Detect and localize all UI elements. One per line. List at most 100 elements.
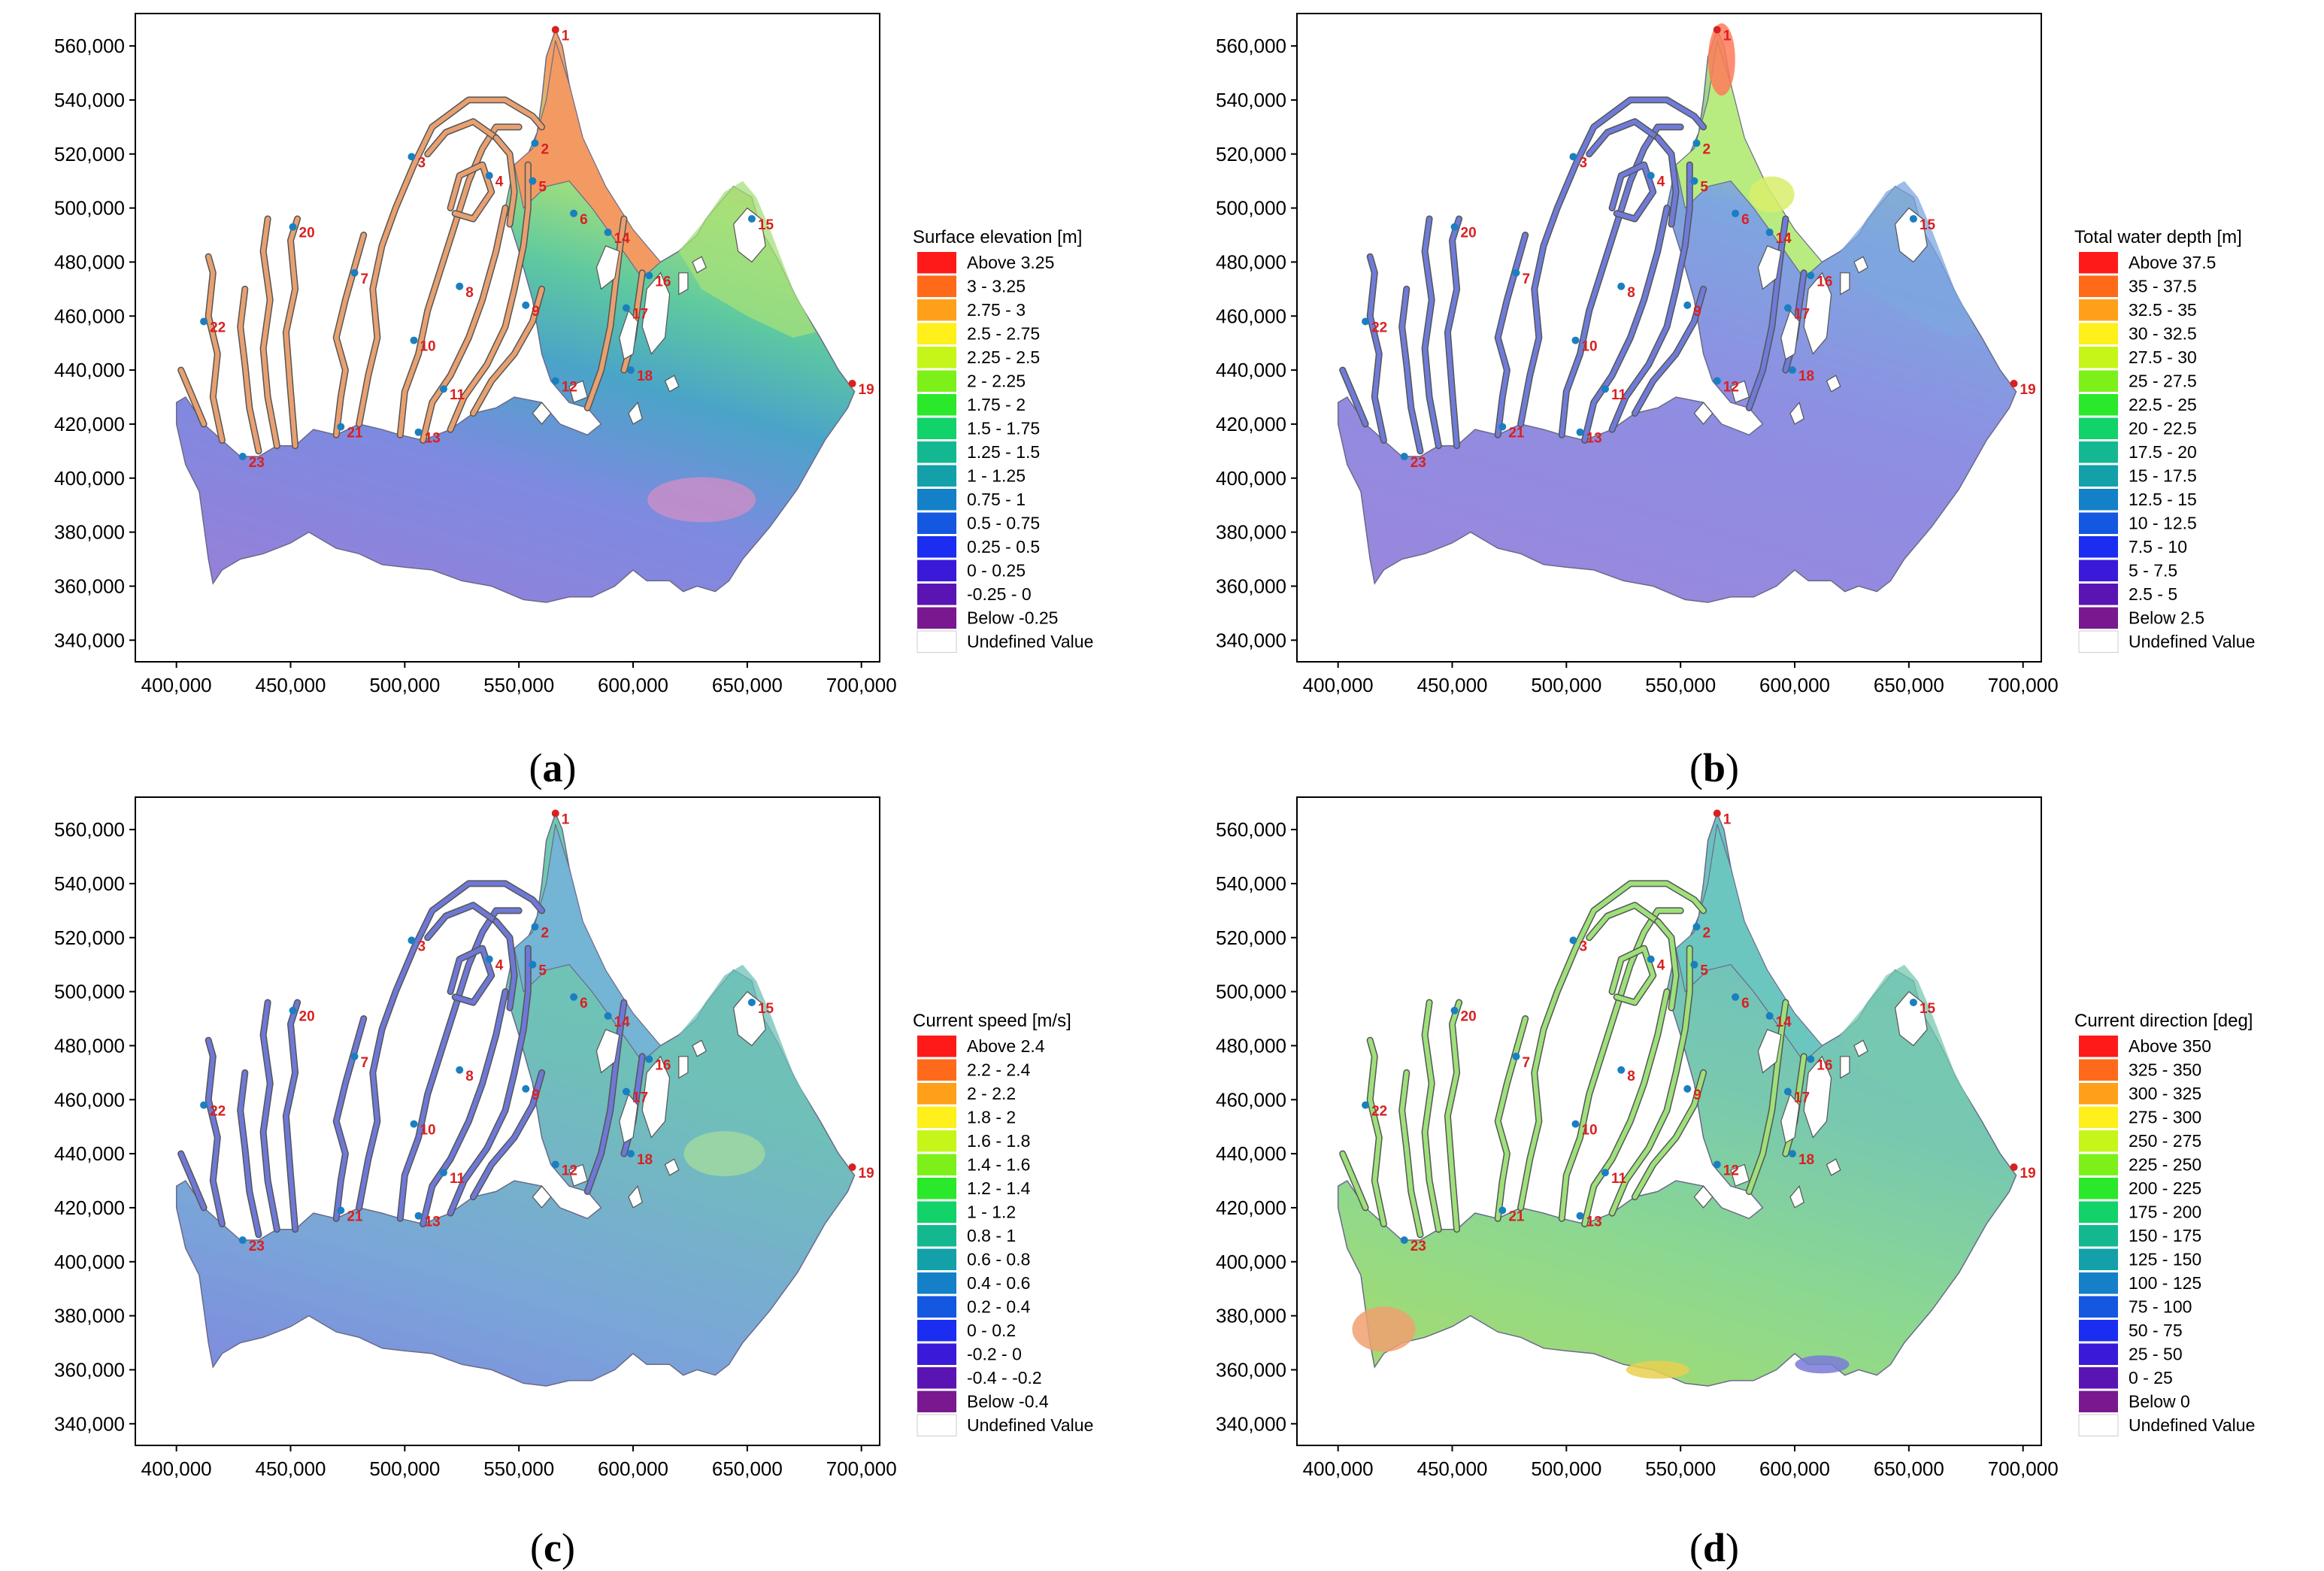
legend-label: 325 - 350	[2129, 1060, 2201, 1080]
y-tick-label: 480,000	[1216, 250, 1286, 273]
legend-label: 0.8 - 1	[967, 1226, 1016, 1245]
x-tick-label: 500,000	[1531, 674, 1601, 696]
legend-label: 2 - 2.25	[967, 372, 1026, 391]
station-23: 23	[238, 453, 265, 471]
island	[1853, 1039, 1868, 1057]
station-label: 12	[562, 1163, 577, 1178]
legend-title: Current speed [m/s]	[913, 1011, 1071, 1031]
station-label: 9	[532, 304, 540, 320]
field-patch	[1626, 1360, 1689, 1379]
y-tick-label: 340,000	[54, 629, 125, 651]
y-tick-label: 540,000	[54, 872, 125, 895]
station-22: 22	[200, 317, 226, 335]
station-marker	[522, 301, 530, 309]
y-tick-label: 440,000	[54, 1142, 125, 1165]
river-channel	[1747, 217, 1788, 411]
station-label: 13	[425, 431, 441, 447]
station-18: 18	[626, 366, 653, 384]
station-label: 14	[614, 1014, 631, 1030]
legend-label: Below 0	[2129, 1392, 2190, 1412]
station-label: 7	[1523, 271, 1531, 287]
panel-c: 400,000 450,000 500,000 550,000 600,000 650,0…	[0, 784, 1162, 1570]
station-marker	[410, 1120, 418, 1128]
station-label: 15	[758, 217, 774, 233]
station-marker	[238, 453, 247, 461]
station-marker	[551, 26, 559, 34]
station-4: 4	[1647, 955, 1665, 974]
river-channel	[334, 232, 366, 438]
station-label: 8	[1627, 1069, 1635, 1084]
station-label: 3	[417, 939, 426, 954]
legend-label: 1.25 - 1.5	[967, 442, 1040, 462]
legend-swatch	[917, 1296, 956, 1318]
station-label: 1	[1723, 812, 1732, 828]
station-21: 21	[337, 1206, 363, 1225]
x-tick-label: 550,000	[1645, 674, 1716, 696]
river-channel	[1655, 919, 1679, 1011]
legend: Surface elevation [m] Above 3.25 3 - 3.25 2…	[913, 227, 1093, 653]
station-6: 6	[1732, 209, 1750, 228]
y-tick-label: 520,000	[54, 143, 125, 165]
legend-label: 1.5 - 1.75	[967, 419, 1040, 438]
legend-label: 100 - 125	[2129, 1273, 2201, 1293]
east-lobe	[1840, 964, 1977, 1121]
legend-swatch	[917, 584, 956, 605]
y-tick-label: 480,000	[1216, 1034, 1286, 1057]
island	[1757, 1029, 1782, 1074]
station-label: 6	[580, 212, 588, 228]
y-tick-label: 480,000	[54, 250, 125, 273]
legend-label: 2.5 - 2.75	[967, 324, 1040, 344]
station-marker	[1601, 1169, 1609, 1177]
legend-swatch	[917, 441, 956, 463]
x-tick-label: 650,000	[712, 1457, 783, 1480]
legend-swatch	[917, 1248, 956, 1270]
map-figure: 400,000 450,000 500,000 550,000 600,000 650,0…	[54, 796, 1093, 1480]
station-marker	[485, 171, 493, 180]
station-marker	[1713, 377, 1721, 385]
x-tick-label: 650,000	[1874, 674, 1944, 696]
station-label: 8	[465, 285, 474, 301]
river-channel	[585, 1000, 626, 1194]
legend-label: 275 - 300	[2129, 1108, 2201, 1127]
river-channel	[1582, 989, 1669, 1227]
station-marker	[1498, 1206, 1507, 1215]
legend-label: 0 - 0.25	[967, 561, 1026, 581]
river-channel	[283, 217, 300, 448]
x-tick-label: 550,000	[483, 1457, 554, 1480]
legend-label: 17.5 - 20	[2129, 442, 2197, 462]
y-tick-label: 400,000	[54, 1251, 125, 1273]
east-lobe	[1840, 180, 1977, 338]
river-channel	[1399, 1070, 1423, 1237]
x-tick-label: 700,000	[1988, 674, 2059, 696]
river-channel	[1518, 881, 1706, 1210]
legend-label: Above 37.5	[2129, 253, 2216, 272]
station-label: 22	[1371, 320, 1387, 335]
legend-label: 1.75 - 2	[967, 395, 1026, 414]
station-label: 21	[347, 1209, 363, 1225]
station-marker	[410, 336, 418, 344]
x-tick-label: 650,000	[1874, 1457, 1944, 1480]
x-tick-label: 400,000	[1303, 674, 1374, 696]
legend-swatch	[2079, 275, 2118, 297]
legend-label: 1.4 - 1.6	[967, 1155, 1030, 1175]
legend-swatch	[2079, 1036, 2118, 1057]
legend-label: 12.5 - 15	[2129, 490, 2197, 509]
y-tick-label: 560,000	[54, 35, 125, 57]
station-marker	[848, 1163, 856, 1172]
station-20: 20	[1450, 1006, 1477, 1025]
station-label: 20	[299, 226, 315, 241]
island	[692, 1039, 707, 1057]
y-tick-label: 340,000	[54, 1412, 125, 1435]
station-marker	[2010, 380, 2018, 388]
station-2: 2	[1692, 139, 1710, 157]
station-1: 1	[551, 809, 570, 828]
island	[732, 207, 766, 263]
station-marker	[626, 1150, 635, 1158]
legend-swatch	[917, 275, 956, 297]
legend-label: 7.5 - 10	[2129, 537, 2187, 557]
station-4: 4	[485, 955, 504, 974]
y-tick-label: 380,000	[54, 521, 125, 544]
station-label: 23	[249, 1239, 265, 1254]
station-9: 9	[522, 301, 540, 320]
station-marker	[604, 1011, 612, 1020]
